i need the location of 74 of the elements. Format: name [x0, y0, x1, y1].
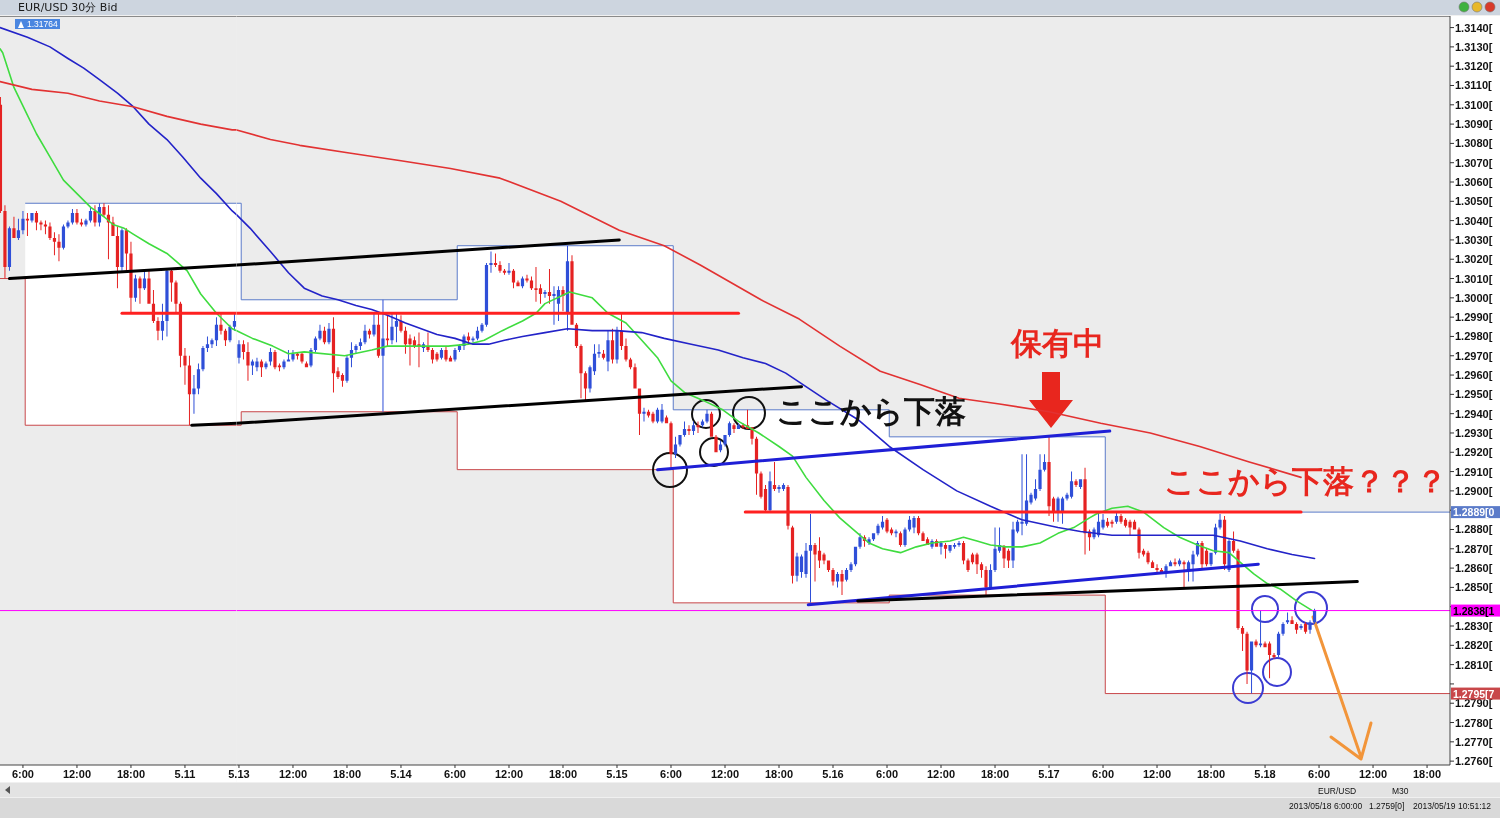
x-tick-label: 6:00	[876, 768, 899, 780]
y-tick-label: 1.2980[	[1455, 330, 1493, 343]
y-tick-label: 1.3130[	[1455, 40, 1493, 53]
x-tick-label: 18:00	[548, 768, 578, 780]
y-tick-label: 1.2920[	[1455, 446, 1493, 459]
y-tick-label: 1.3090[	[1455, 118, 1493, 131]
x-tick-label: 5.15	[606, 768, 628, 780]
y-tick-label: 1.3000[	[1455, 291, 1493, 304]
x-tick-label: 18:00	[764, 768, 794, 780]
y-tick-label: 1.3080[	[1455, 137, 1493, 150]
x-tick-label: 18:00	[332, 768, 362, 780]
x-tick-label: 5.13	[228, 768, 250, 780]
annotation: 1.31764	[27, 19, 58, 29]
annotation: ここから下落？？？	[1163, 463, 1447, 499]
x-tick-label: 18:00	[116, 768, 146, 780]
y-tick-label: 1.2770[	[1455, 735, 1493, 748]
y-tick-label: 1.2960[	[1455, 369, 1493, 382]
y-tick-label: 1.3100[	[1455, 98, 1493, 111]
y-tick-label: 1.2910[	[1455, 465, 1493, 478]
y-tick-label: 1.2930[	[1455, 426, 1493, 439]
text: 2013/05/18 6:00:00	[1289, 801, 1363, 811]
y-tick-label: 1.3120[	[1455, 60, 1493, 73]
text: 1.2759[0]	[1369, 801, 1405, 811]
y-tick-label: 1.3070[	[1455, 156, 1493, 169]
x-tick-label: 5.16	[822, 768, 844, 780]
text: 2013/05/19 10:51:12	[1413, 801, 1492, 811]
y-tick-label: 1.2970[	[1455, 349, 1493, 362]
y-tick-label: 1.2820[	[1455, 639, 1493, 652]
x-tick-label: 6:00	[1092, 768, 1115, 780]
x-tick-label: 5.11	[174, 768, 196, 780]
x-tick-label: 12:00	[1142, 768, 1172, 780]
y-tick-label: 1.3030[	[1455, 233, 1493, 246]
x-tick-label: 18:00	[980, 768, 1010, 780]
data-label: 1.2889[0	[1453, 506, 1495, 519]
y-tick-label: 1.2850[	[1455, 581, 1493, 594]
x-tick-label: 12:00	[494, 768, 524, 780]
y-tick-label: 1.2990[	[1455, 311, 1493, 324]
text: M30	[1392, 786, 1409, 796]
y-tick-label: 1.2830[	[1455, 620, 1493, 633]
y-tick-label: 1.3060[	[1455, 176, 1493, 189]
x-tick-label: 12:00	[278, 768, 308, 780]
y-tick-label: 1.3020[	[1455, 253, 1493, 266]
x-tick-label: 18:00	[1412, 768, 1442, 780]
annotation: 保有中	[1009, 325, 1104, 361]
y-tick-label: 1.2810[	[1455, 658, 1493, 671]
x-tick-label: 5.17	[1038, 768, 1060, 780]
x-tick-label: 6:00	[11, 768, 34, 780]
y-tick-label: 1.3010[	[1455, 272, 1493, 285]
chart-title: EUR/USD 30分 Bid	[18, 1, 118, 14]
x-tick-label: 12:00	[710, 768, 740, 780]
x-tick-label: 6:00	[1308, 768, 1331, 780]
x-tick-label: 6:00	[659, 768, 683, 780]
y-tick-label: 1.3110[	[1455, 79, 1493, 92]
data-label: 1.2795[7	[1453, 687, 1495, 700]
y-tick-label: 1.2760[	[1455, 755, 1493, 768]
y-tick-label: 1.3040[	[1455, 214, 1493, 227]
y-tick-label: 1.3140[	[1455, 21, 1493, 34]
y-tick-label: 1.2780[	[1455, 716, 1493, 729]
x-tick-label: 12:00	[926, 768, 956, 780]
x-tick-label: 5.14	[390, 768, 413, 780]
y-tick-label: 1.3050[	[1455, 195, 1493, 208]
x-tick-label: 6:00	[443, 768, 466, 780]
x-tick-label: 18:00	[1196, 768, 1226, 780]
ref-line-label: 1.2838[1	[1453, 604, 1495, 617]
x-tick-label: 12:00	[1358, 768, 1388, 780]
y-tick-label: 1.2860[	[1455, 562, 1493, 575]
text: EUR/USD	[1318, 786, 1357, 796]
y-tick-label: 1.2940[	[1455, 407, 1493, 420]
y-tick-label: 1.2900[	[1455, 484, 1493, 497]
y-tick-label: 1.2950[	[1455, 388, 1493, 401]
y-tick-label: 1.2870[	[1455, 542, 1493, 555]
x-tick-label: 5.18	[1254, 768, 1276, 780]
y-tick-label: 1.2880[	[1455, 523, 1493, 536]
x-tick-label: 12:00	[62, 768, 92, 780]
